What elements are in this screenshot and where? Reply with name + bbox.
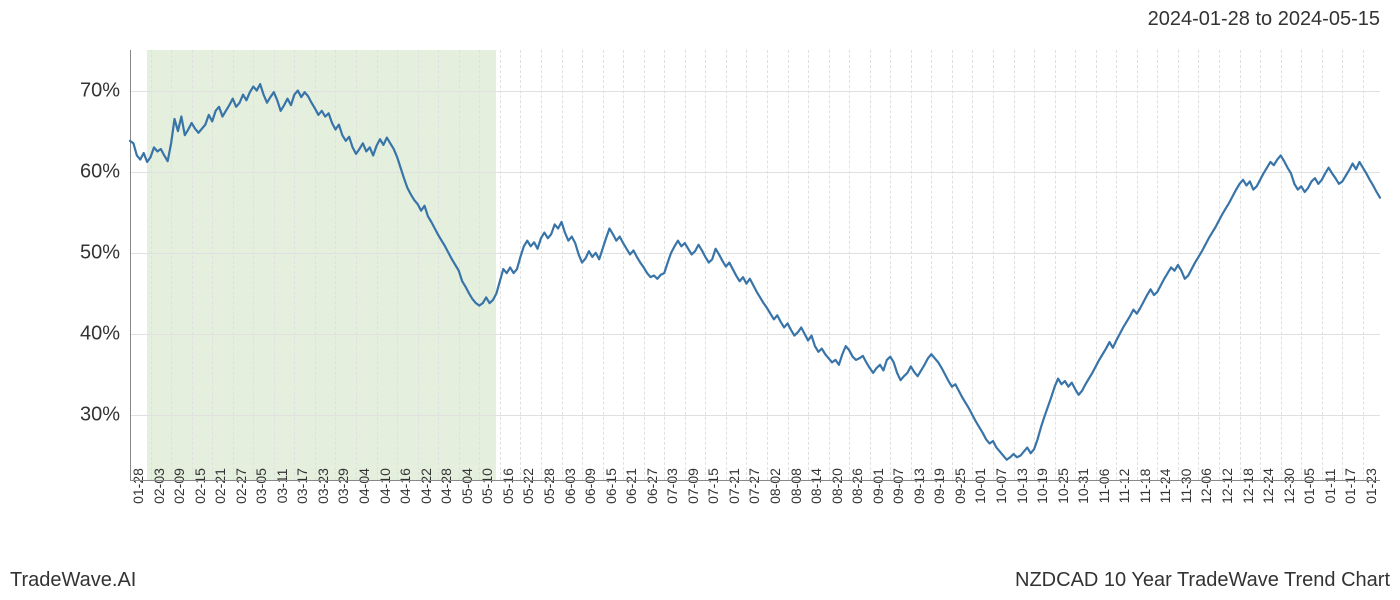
brand-label: TradeWave.AI: [10, 569, 136, 592]
y-tick-label: 40%: [80, 322, 120, 345]
chart-title: NZDCAD 10 Year TradeWave Trend Chart: [1015, 569, 1390, 592]
y-tick-label: 70%: [80, 79, 120, 102]
date-range-label: 2024-01-28 to 2024-05-15: [1148, 8, 1380, 31]
y-tick-label: 50%: [80, 241, 120, 264]
x-axis-line: [130, 480, 1380, 481]
chart-container: 2024-01-28 to 2024-05-15 30%40%50%60%70%…: [0, 0, 1400, 600]
y-tick-label: 60%: [80, 160, 120, 183]
y-tick-label: 30%: [80, 404, 120, 427]
line-series: [130, 50, 1380, 480]
plot-area: 30%40%50%60%70%01-2802-0302-0902-1502-21…: [130, 50, 1380, 480]
